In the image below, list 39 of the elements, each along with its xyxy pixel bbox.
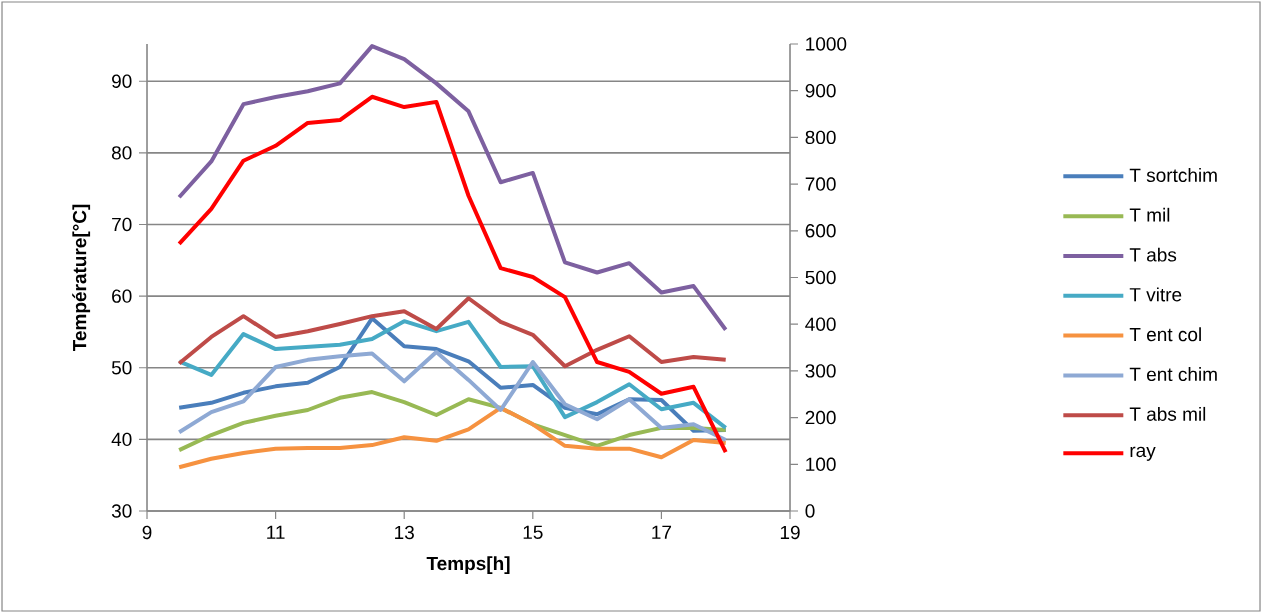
- x-tick-label: 11: [267, 525, 285, 539]
- line-series: [177, 94, 728, 455]
- y2-tick-label: 0: [805, 504, 815, 518]
- line-series: [177, 405, 728, 470]
- x-tick-label: 9: [142, 525, 152, 540]
- y2-tick-label: 300: [805, 364, 836, 378]
- legend-label: T ent chim: [1129, 367, 1217, 382]
- legend-label: T abs: [1129, 247, 1177, 262]
- x-tick-label: 17: [652, 525, 672, 539]
- line-series: [177, 296, 728, 369]
- line-series: [177, 44, 728, 332]
- y-tick-label: 60: [112, 289, 132, 303]
- y2-tick-label: 1000: [806, 37, 847, 51]
- legend-label: T abs mil: [1129, 406, 1206, 421]
- legend-label: T mil: [1129, 207, 1170, 222]
- y2-tick-label: 400: [805, 317, 836, 331]
- legend-label: T sortchim: [1129, 168, 1217, 182]
- line-series: [177, 349, 728, 443]
- x-tick-label: 15: [523, 525, 543, 539]
- y-tick-label: 40: [111, 432, 132, 447]
- x-tick-label: 19: [780, 525, 800, 540]
- y2-tick-label: 200: [805, 410, 836, 425]
- x-axis-title: Temps[h]: [426, 556, 510, 574]
- legend-label: ray: [1130, 446, 1156, 461]
- y-tick-label: 50: [111, 361, 132, 375]
- y-tick-label: 30: [111, 504, 132, 518]
- legend-label: T ent col: [1129, 327, 1201, 342]
- y-axis-title: Température[°C]: [72, 204, 91, 352]
- y-tick-label: 70: [112, 217, 132, 232]
- y-tick-label: 90: [112, 74, 132, 88]
- legend-label: T vitre: [1129, 287, 1182, 302]
- y2-tick-label: 600: [805, 224, 836, 238]
- y2-tick-label: 800: [805, 130, 836, 145]
- x-tick-label: 13: [395, 525, 414, 540]
- y2-tick-label: 100: [806, 457, 836, 472]
- y2-tick-label: 500: [805, 270, 836, 285]
- y2-tick-label: 900: [805, 83, 836, 98]
- y-tick-label: 80: [111, 146, 132, 160]
- y2-tick-label: 700: [805, 177, 836, 191]
